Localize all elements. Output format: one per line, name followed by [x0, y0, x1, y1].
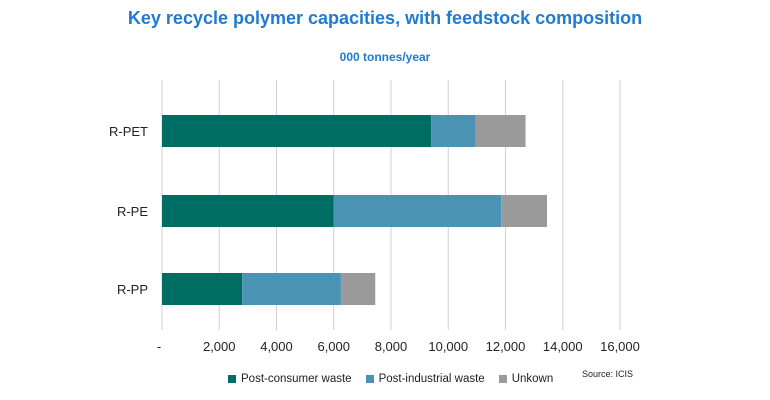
bar-segment: [431, 115, 476, 147]
category-label: R-PET: [109, 124, 148, 139]
x-tick-label: 4,000: [260, 339, 293, 354]
x-tick-label: 6,000: [317, 339, 350, 354]
category-label: R-PE: [117, 204, 148, 219]
bars: [162, 115, 548, 305]
category-labels: R-PET R-PE R-PP: [109, 124, 148, 297]
legend-swatch: [365, 375, 374, 383]
legend-item-post-industrial: Post-industrial waste: [365, 373, 485, 385]
source-note: Source: ICIS: [582, 369, 634, 379]
legend-swatch: [228, 375, 236, 383]
bar-segment: [501, 195, 548, 227]
legend-swatch: [498, 375, 507, 383]
x-tick-label: 10,000: [428, 339, 468, 354]
legend-label: Post-industrial waste: [378, 373, 485, 385]
legend-label: Post-consumer waste: [241, 373, 352, 385]
x-tick-label: 12,000: [486, 339, 526, 354]
x-tick-label: 2,000: [203, 339, 236, 354]
bar-segment: [162, 115, 432, 147]
x-tick-label: 14,000: [543, 339, 583, 354]
legend-item-post-consumer: Post-consumer waste: [228, 373, 352, 385]
bar-segment: [333, 195, 502, 227]
bar-segment: [340, 273, 376, 305]
x-tick-label: 8,000: [375, 339, 408, 354]
bar-segment: [475, 115, 526, 147]
legend-label: Unkown: [511, 373, 554, 385]
legend-item-unknown: Unkown: [498, 373, 554, 385]
x-tick-label: -: [157, 339, 161, 354]
x-tick-labels: - 2,000 4,000 6,000 8,000 10,000 12,000 14,000 1…: [157, 339, 640, 354]
bar-segment: [162, 195, 334, 227]
category-label: R-PP: [117, 282, 148, 297]
legend: Post-consumer waste Post-industrial wast…: [228, 373, 553, 385]
x-tick-label: 16,000: [600, 339, 640, 354]
bar-segment: [162, 273, 243, 305]
chart-subtitle: 000 tonnes/year: [339, 50, 431, 64]
bar-segment: [242, 273, 341, 305]
chart-title: Key recycle polymer capacities, with fee…: [127, 8, 643, 28]
